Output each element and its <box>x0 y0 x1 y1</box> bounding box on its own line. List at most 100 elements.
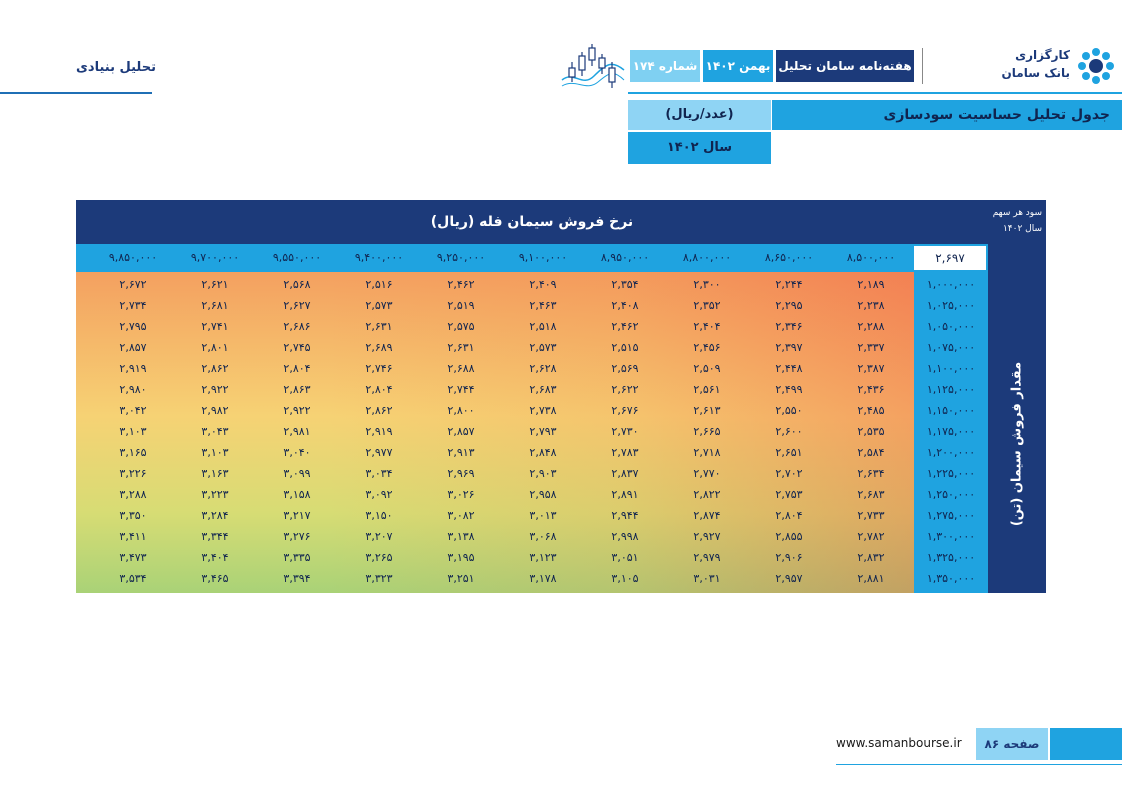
eps-cell: ۳,۱۷۸ <box>529 572 557 585</box>
eps-cell: ۲,۹۵۷ <box>775 572 803 585</box>
issue-badge: شماره ۱۷۴ <box>630 50 700 82</box>
eps-corner-line2: سال ۱۴۰۲ <box>1002 224 1042 234</box>
eps-cell: ۲,۴۳۶ <box>857 383 885 396</box>
eps-cell: ۲,۸۰۴ <box>365 383 393 396</box>
eps-cell: ۳,۳۲۳ <box>365 572 393 585</box>
eps-cell: ۲,۷۳۴ <box>119 299 147 312</box>
quantity-cell: ۱,۱۷۵,۰۰۰ <box>926 425 976 438</box>
eps-cell: ۳,۲۶۵ <box>365 551 393 564</box>
eps-cell: ۳,۲۸۴ <box>201 509 229 522</box>
eps-cell: ۲,۳۳۷ <box>857 341 885 354</box>
quantity-cell: ۱,۱۰۰,۰۰۰ <box>926 362 976 375</box>
page-number: صفحه ۸۶ <box>976 728 1048 760</box>
eps-cell: ۲,۹۲۷ <box>693 530 721 543</box>
eps-cell: ۲,۴۹۹ <box>775 383 803 396</box>
eps-cell: ۲,۱۸۹ <box>857 278 885 291</box>
eps-cell: ۲,۴۴۸ <box>775 362 803 375</box>
brand-logo: کارگزاری بانک سامان <box>996 44 1118 88</box>
eps-cell: ۲,۹۱۹ <box>365 425 393 438</box>
eps-cell: ۳,۲۸۸ <box>119 488 147 501</box>
eps-cell: ۲,۶۲۲ <box>611 383 639 396</box>
eps-cell: ۲,۹۵۸ <box>529 488 557 501</box>
eps-cell: ۳,۰۴۲ <box>119 404 147 417</box>
grid-heat-overlay <box>76 272 914 593</box>
eps-cell: ۲,۶۲۷ <box>283 299 311 312</box>
price-cell: ۹,۷۰۰,۰۰۰ <box>190 251 240 264</box>
price-cell: ۸,۹۵۰,۰۰۰ <box>600 251 650 264</box>
eps-cell: ۳,۴۶۵ <box>201 572 229 585</box>
eps-cell: ۲,۵۰۹ <box>693 362 721 375</box>
brand-name-line1: کارگزاری <box>1015 48 1070 62</box>
eps-cell: ۳,۱۰۳ <box>119 425 147 438</box>
quantity-cell: ۱,۲۵۰,۰۰۰ <box>926 488 976 501</box>
eps-cell: ۲,۶۸۶ <box>283 320 311 333</box>
eps-cell: ۲,۹۸۱ <box>283 425 311 438</box>
candlestick-icon <box>561 44 625 88</box>
eps-cell: ۲,۷۴۴ <box>447 383 475 396</box>
quantity-header: مقدار فروش سیمان (تن) <box>988 244 1046 593</box>
eps-cell: ۲,۴۸۵ <box>857 404 885 417</box>
month-badge: بهمن ۱۴۰۲ <box>703 50 773 82</box>
footer-accent <box>1050 728 1122 760</box>
brand-logo-icon <box>1078 48 1114 84</box>
price-cell: ۹,۲۵۰,۰۰۰ <box>436 251 486 264</box>
eps-cell: ۳,۰۱۳ <box>529 509 557 522</box>
quantity-cell: ۱,۰۵۰,۰۰۰ <box>926 320 976 333</box>
quantity-cell: ۱,۳۵۰,۰۰۰ <box>926 572 976 585</box>
eps-cell: ۲,۷۴۵ <box>283 341 311 354</box>
table-unit: (عدد/ریال) <box>628 100 771 130</box>
eps-cell: ۲,۹۰۳ <box>529 467 557 480</box>
eps-cell: ۲,۹۹۸ <box>611 530 639 543</box>
eps-cell: ۲,۷۳۳ <box>857 509 885 522</box>
eps-cell: ۳,۵۳۴ <box>119 572 147 585</box>
eps-cell: ۲,۹۷۹ <box>693 551 721 564</box>
eps-cell: ۲,۶۶۵ <box>693 425 721 438</box>
quantity-cell: ۱,۲۰۰,۰۰۰ <box>926 446 976 459</box>
eps-cell: ۳,۱۲۳ <box>529 551 557 564</box>
eps-cell: ۲,۸۷۴ <box>693 509 721 522</box>
eps-cell: ۳,۰۵۱ <box>611 551 639 564</box>
eps-cell: ۲,۵۵۰ <box>775 404 803 417</box>
section-title: تحلیل بنیادی <box>76 60 156 75</box>
eps-cell: ۲,۶۲۸ <box>529 362 557 375</box>
eps-cell: ۲,۸۵۷ <box>119 341 147 354</box>
quantity-column: ۱,۰۰۰,۰۰۰ ۱,۰۲۵,۰۰۰ ۱,۰۵۰,۰۰۰ ۱,۰۷۵,۰۰۰ ۱,۱۰… <box>914 272 988 593</box>
eps-cell: ۲,۹۸۲ <box>201 404 229 417</box>
eps-cell: ۲,۶۷۶ <box>611 404 639 417</box>
eps-cell: ۲,۷۹۵ <box>119 320 147 333</box>
brand-name-line2: بانک سامان <box>1001 66 1070 80</box>
eps-cell: ۳,۱۶۳ <box>201 467 229 480</box>
eps-cell: ۲,۷۸۳ <box>611 446 639 459</box>
eps-cell: ۳,۴۰۴ <box>201 551 229 564</box>
quantity-cell: ۱,۲۲۵,۰۰۰ <box>926 467 976 480</box>
eps-cell: ۳,۰۳۴ <box>365 467 393 480</box>
eps-cell: ۲,۵۷۳ <box>365 299 393 312</box>
eps-cell: ۲,۸۳۷ <box>611 467 639 480</box>
eps-cell: ۲,۳۵۴ <box>611 278 639 291</box>
price-cell: ۸,۵۰۰,۰۰۰ <box>846 251 896 264</box>
base-eps-cell: ۲,۶۹۷ <box>914 246 986 270</box>
eps-cell: ۲,۹۱۹ <box>119 362 147 375</box>
eps-cell: ۲,۶۱۳ <box>693 404 721 417</box>
eps-cell: ۲,۹۱۳ <box>447 446 475 459</box>
eps-cell: ۲,۷۷۰ <box>693 467 721 480</box>
eps-cell: ۲,۶۸۸ <box>447 362 475 375</box>
price-header: نرخ فروش سیمان فله (ریال) <box>76 200 988 244</box>
eps-cell: ۳,۱۳۸ <box>447 530 475 543</box>
eps-cell: ۲,۵۳۵ <box>857 425 885 438</box>
price-header-title: نرخ فروش سیمان فله (ریال) <box>430 214 634 230</box>
price-cell: ۹,۱۰۰,۰۰۰ <box>518 251 568 264</box>
eps-cell: ۳,۰۴۳ <box>201 425 229 438</box>
footer-url[interactable]: www.samanbourse.ir <box>836 736 962 750</box>
eps-cell: ۲,۴۰۹ <box>529 278 557 291</box>
eps-cell: ۲,۳۰۰ <box>693 278 721 291</box>
eps-cell: ۲,۳۸۷ <box>857 362 885 375</box>
eps-cell: ۳,۱۵۸ <box>283 488 311 501</box>
eps-cell: ۲,۸۶۳ <box>283 383 311 396</box>
eps-cell: ۲,۹۷۷ <box>365 446 393 459</box>
quantity-cell: ۱,۲۷۵,۰۰۰ <box>926 509 976 522</box>
eps-cell: ۳,۳۴۴ <box>201 530 229 543</box>
eps-cell: ۲,۵۸۴ <box>857 446 885 459</box>
section-underline <box>0 92 152 94</box>
eps-cell: ۲,۹۴۴ <box>611 509 639 522</box>
